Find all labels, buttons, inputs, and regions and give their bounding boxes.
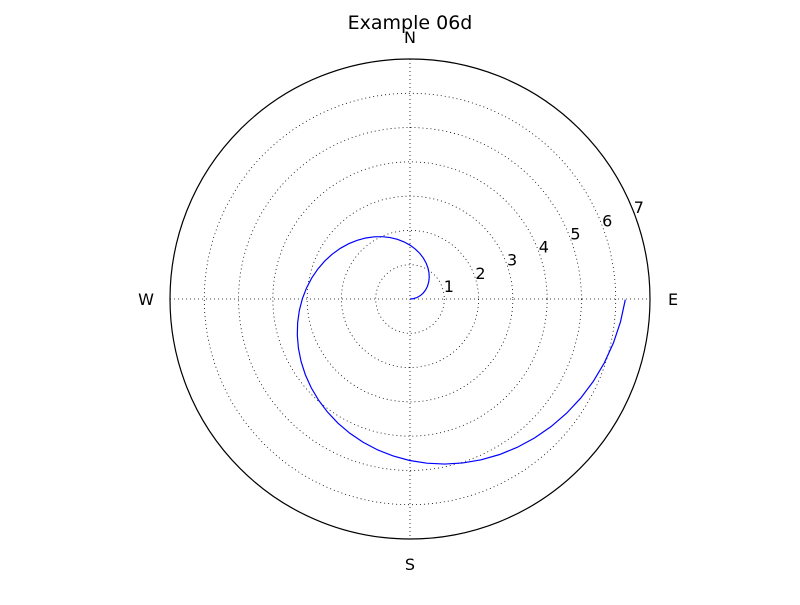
radial-tick-label-6: 6 bbox=[602, 211, 612, 230]
radial-gridline-4 bbox=[272, 161, 548, 437]
compass-label-north: N bbox=[404, 28, 416, 47]
compass-label-east: E bbox=[668, 290, 678, 309]
chart-title: Example 06d bbox=[348, 12, 473, 34]
spiral-series-line bbox=[296, 236, 626, 465]
radial-tick-label-5: 5 bbox=[570, 224, 580, 243]
radial-tick-label-2: 2 bbox=[475, 264, 485, 283]
polar-frame bbox=[169, 58, 651, 540]
radial-gridline-1 bbox=[375, 264, 445, 334]
radial-tick-label-4: 4 bbox=[539, 238, 549, 257]
series-layer bbox=[296, 236, 626, 465]
radial-gridline-5 bbox=[238, 127, 582, 471]
radial-gridline-3 bbox=[306, 195, 514, 403]
radial-gridline-6 bbox=[203, 92, 617, 506]
compass-label-south: S bbox=[405, 555, 415, 574]
radial-tick-label-7: 7 bbox=[634, 198, 644, 217]
compass-label-west: W bbox=[138, 290, 154, 309]
radial-tick-labels: 1 2 3 4 5 6 7 bbox=[444, 198, 644, 296]
radial-tick-label-1: 1 bbox=[444, 277, 454, 296]
radial-tick-label-3: 3 bbox=[507, 251, 517, 270]
